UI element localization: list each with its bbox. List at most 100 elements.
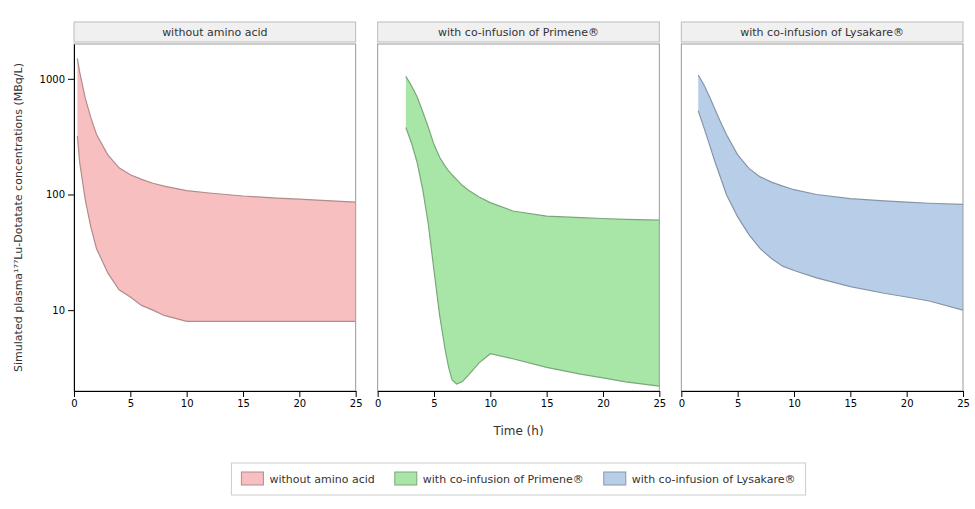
plot-area	[406, 76, 659, 386]
upper-line	[406, 76, 659, 220]
tick-label: 20	[901, 398, 914, 409]
tick-label: 10	[52, 305, 65, 316]
tick-mark	[490, 391, 491, 397]
tick: 20	[293, 391, 306, 409]
tick-label: 25	[957, 398, 970, 409]
tick: 15	[541, 391, 554, 409]
panel: 0 5 10 15 20 25 with co-infusion of Primene®	[375, 22, 666, 409]
tick-mark	[378, 391, 379, 397]
tick-mark	[963, 391, 964, 397]
panel: 0 5 10 15 20 25 10 100 1000 without amino acid Sim…	[12, 22, 363, 409]
tick-mark	[243, 391, 244, 397]
tick-label: 20	[293, 398, 306, 409]
panel-title-box	[681, 22, 963, 42]
x-axis: 0 5 10 15 20 25	[71, 391, 362, 409]
panel-title-box	[74, 22, 356, 42]
panel: 0 5 10 15 20 25 with co-infusion of Lysakare®	[679, 22, 970, 409]
tick-label: 5	[735, 398, 741, 409]
tick-label: 15	[541, 398, 554, 409]
tick-label: 10	[788, 398, 801, 409]
tick: 25	[653, 391, 666, 409]
tick-mark	[68, 79, 74, 80]
tick-mark	[130, 391, 131, 397]
upper-line	[77, 58, 355, 202]
y-axis: 10 100 1000	[40, 45, 75, 392]
tick-label: 15	[237, 398, 250, 409]
tick-mark	[187, 391, 188, 397]
tick-mark	[299, 391, 300, 397]
tick: 10	[484, 391, 497, 409]
tick-mark	[74, 391, 75, 397]
tick-label: 0	[71, 398, 77, 409]
x-axis: 0 5 10 15 20 25	[679, 391, 970, 409]
lower-line	[77, 136, 355, 321]
axis-line	[682, 391, 964, 392]
axis-line	[74, 45, 75, 392]
tick-mark	[659, 391, 660, 397]
panel-title-box	[378, 22, 660, 42]
legend-swatch	[395, 472, 417, 485]
x-axis-title: Time (h)	[492, 424, 543, 438]
panel-title: with co-infusion of Primene®	[438, 26, 599, 39]
tick-label: 10	[484, 398, 497, 409]
plot-frame	[681, 44, 963, 391]
tick: 10	[52, 305, 74, 316]
range-band	[77, 58, 355, 321]
tick: 25	[957, 391, 970, 409]
panel-title: without amino acid	[162, 26, 267, 39]
tick-mark	[850, 391, 851, 397]
upper-line	[698, 75, 963, 205]
tick-mark	[68, 194, 74, 195]
axis-line	[75, 391, 357, 392]
tick: 20	[901, 391, 914, 409]
legend-swatch	[604, 472, 626, 485]
tick-mark	[794, 391, 795, 397]
tick: 0	[71, 391, 77, 409]
legend-frame	[231, 463, 805, 495]
tick-mark	[603, 391, 604, 397]
plot-frame	[378, 44, 660, 391]
axis-line	[378, 391, 660, 392]
tick-label: 100	[46, 189, 65, 200]
legend-label: without amino acid	[269, 473, 374, 486]
tick: 10	[788, 391, 801, 409]
tick-label: 0	[679, 398, 685, 409]
tick-label: 20	[597, 398, 610, 409]
legend: without amino acid with co-infusion of Pr…	[231, 463, 805, 495]
tick: 0	[375, 391, 381, 409]
tick-label: 10	[181, 398, 194, 409]
tick-label: 5	[128, 398, 134, 409]
tick-label: 1000	[40, 74, 65, 85]
range-band	[406, 76, 659, 386]
legend-swatch	[241, 472, 263, 485]
legend-item: with co-infusion of Lysakare®	[604, 472, 796, 486]
chart-svg: 0510152025101001000without amino acidSim…	[0, 0, 975, 509]
panel-title: with co-infusion of Lysakare®	[740, 26, 904, 39]
tick-mark	[356, 391, 357, 397]
tick: 5	[128, 391, 134, 409]
tick: 15	[844, 391, 857, 409]
y-axis-title: Simulated plasma¹⁷⁷Lu-Dotatate concentra…	[12, 63, 25, 372]
tick-label: 5	[431, 398, 437, 409]
range-band	[698, 75, 963, 310]
lower-line	[406, 127, 659, 386]
tick-mark	[547, 391, 548, 397]
x-axis: 0 5 10 15 20 25	[375, 391, 666, 409]
tick-mark	[68, 310, 74, 311]
tick-mark	[681, 391, 682, 397]
tick-mark	[907, 391, 908, 397]
tick-mark	[738, 391, 739, 397]
tick: 5	[735, 391, 741, 409]
plot-frame	[74, 44, 356, 391]
chart-container: 0510152025101001000without amino acidSim…	[0, 0, 975, 509]
tick: 10	[181, 391, 194, 409]
tick: 5	[431, 391, 437, 409]
legend-item: with co-infusion of Primene®	[395, 472, 584, 486]
tick: 0	[679, 391, 685, 409]
legend-item: without amino acid	[241, 472, 374, 486]
plot-area	[698, 75, 963, 310]
tick: 15	[237, 391, 250, 409]
legend-label: with co-infusion of Lysakare®	[632, 473, 796, 486]
tick-label: 25	[653, 398, 666, 409]
tick: 25	[350, 391, 363, 409]
